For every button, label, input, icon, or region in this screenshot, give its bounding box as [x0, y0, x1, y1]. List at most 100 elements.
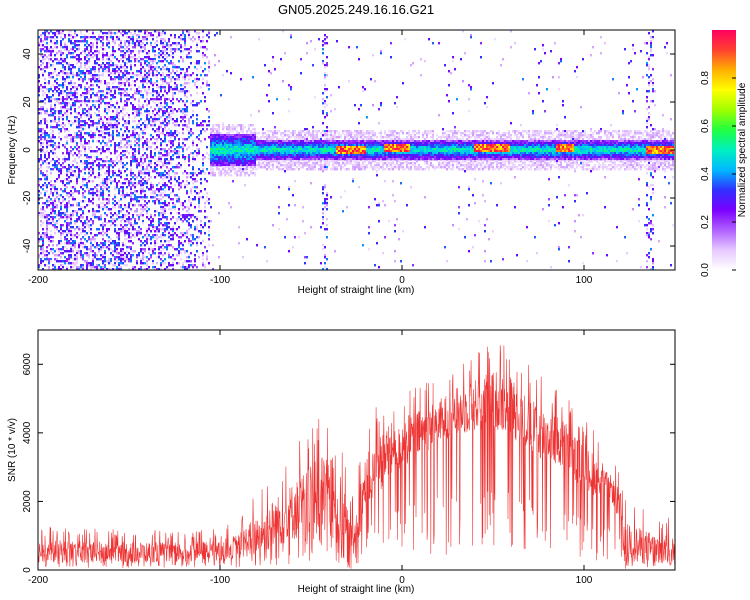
spectrogram-cell: [76, 86, 78, 89]
spectrogram-cell: [182, 208, 184, 211]
spectrogram-cell: [146, 154, 148, 157]
spectrogram-cell: [270, 142, 272, 145]
spectrogram-cell: [158, 158, 160, 161]
spectrogram-cell: [62, 182, 64, 185]
spectrogram-cell: [112, 222, 114, 225]
spectrogram-cell: [148, 188, 150, 191]
spectrogram-cell: [132, 38, 134, 41]
spectrogram-cell: [72, 46, 74, 49]
spectrogram-cell: [178, 76, 180, 79]
spectrogram-cell: [130, 228, 132, 231]
spectrogram-cell: [62, 92, 64, 95]
spectrogram-cell: [152, 34, 154, 37]
spectrogram-cell: [62, 122, 64, 125]
spectrogram-cell: [142, 146, 144, 149]
spectrogram-cell: [72, 240, 74, 243]
spectrogram-cell: [184, 124, 186, 127]
spectrogram-cell: [132, 158, 134, 161]
spectrogram-cell: [178, 242, 180, 245]
spectrogram-cell: [76, 132, 78, 135]
spectrogram-cell: [264, 160, 266, 163]
spectrogram-cell: [252, 140, 254, 143]
spectrogram-cell: [218, 158, 220, 161]
spectrogram-cell: [140, 138, 142, 141]
spectrogram-cell: [150, 60, 152, 63]
spectrogram-cell: [60, 234, 62, 237]
spectrogram-cell: [196, 46, 198, 49]
spectrogram-cell: [146, 148, 148, 151]
spectrogram-cell: [266, 94, 268, 97]
spectrogram-cell: [136, 126, 138, 129]
spectrogram-cell: [240, 128, 242, 131]
spectrogram-cell: [48, 36, 50, 39]
spectrogram-cell: [54, 202, 56, 205]
spectrogram-cell: [54, 70, 56, 73]
spectrogram-cell: [108, 248, 110, 251]
spectrogram-cell: [100, 116, 102, 119]
spectrogram-cell: [262, 146, 264, 149]
spectrogram-cell: [166, 172, 168, 175]
spectrogram-cell: [186, 82, 188, 85]
spectrogram-cell: [182, 88, 184, 91]
spectrogram-cell: [116, 134, 118, 137]
spectrogram-cell: [46, 38, 48, 41]
spectrogram-cell: [172, 198, 174, 201]
spectrogram-cell: [80, 102, 82, 105]
spectrogram-cell: [134, 32, 136, 35]
spectrogram-cell: [244, 156, 246, 159]
spectrogram-cell: [268, 130, 270, 133]
spectrogram-cell: [194, 206, 196, 209]
spectrogram-cell: [48, 260, 50, 263]
spectrogram-cell: [180, 84, 182, 87]
spectrogram-cell: [234, 144, 236, 147]
spectrogram-cell: [80, 70, 82, 73]
spectrogram-cell: [76, 72, 78, 75]
spectrogram-cell: [142, 236, 144, 239]
spectrogram-cell: [80, 136, 82, 139]
spectrogram-cell: [92, 92, 94, 95]
spectrogram-cell: [94, 104, 96, 107]
spectrogram-cell: [128, 120, 130, 123]
spectrogram-cell: [180, 242, 182, 245]
spectrogram-cell: [224, 150, 226, 153]
spectrogram-cell: [54, 34, 56, 37]
spectrogram-cell: [240, 138, 242, 141]
spectrogram-cell: [92, 220, 94, 223]
spectrogram-cell: [140, 124, 142, 127]
spectrogram-cell: [220, 156, 222, 159]
spectrogram-cell: [100, 126, 102, 129]
spectrogram-cell: [102, 260, 104, 263]
spectrogram-cell: [114, 88, 116, 91]
spectrogram-cell: [236, 166, 238, 169]
spectrogram-cell: [66, 92, 68, 95]
spectrogram-cell: [162, 72, 164, 75]
spectrogram-cell: [162, 244, 164, 247]
spectrogram-cell: [88, 204, 90, 207]
spectrogram-cell: [214, 162, 216, 165]
spectrogram-cell: [164, 48, 166, 51]
spectrogram-cell: [112, 206, 114, 209]
spectrogram-cell: [42, 148, 44, 151]
spectrogram-cell: [116, 100, 118, 103]
spectrogram-cell: [200, 86, 202, 89]
spectrogram-cell: [114, 96, 116, 99]
spectrogram-cell: [82, 188, 84, 191]
spectrogram-cell: [124, 78, 126, 81]
spectrogram-cell: [56, 86, 58, 89]
spectrogram-cell: [132, 50, 134, 53]
spectrogram-cell: [230, 156, 232, 159]
spectrogram-cell: [46, 250, 48, 253]
spectrogram-cell: [50, 96, 52, 99]
spectrogram-cell: [172, 98, 174, 101]
spectrogram-cell: [140, 192, 142, 195]
spectrogram-cell: [152, 82, 154, 85]
spectrogram-cell: [88, 252, 90, 255]
spectrogram-cell: [164, 32, 166, 35]
spectrogram-cell: [214, 144, 216, 147]
spectrogram-cell: [122, 116, 124, 119]
spectrogram-cell: [144, 126, 146, 129]
spectrogram-cell: [164, 114, 166, 117]
spectrogram-cell: [124, 100, 126, 103]
spectrogram-cell: [228, 158, 230, 161]
spectrogram-cell: [40, 236, 42, 239]
